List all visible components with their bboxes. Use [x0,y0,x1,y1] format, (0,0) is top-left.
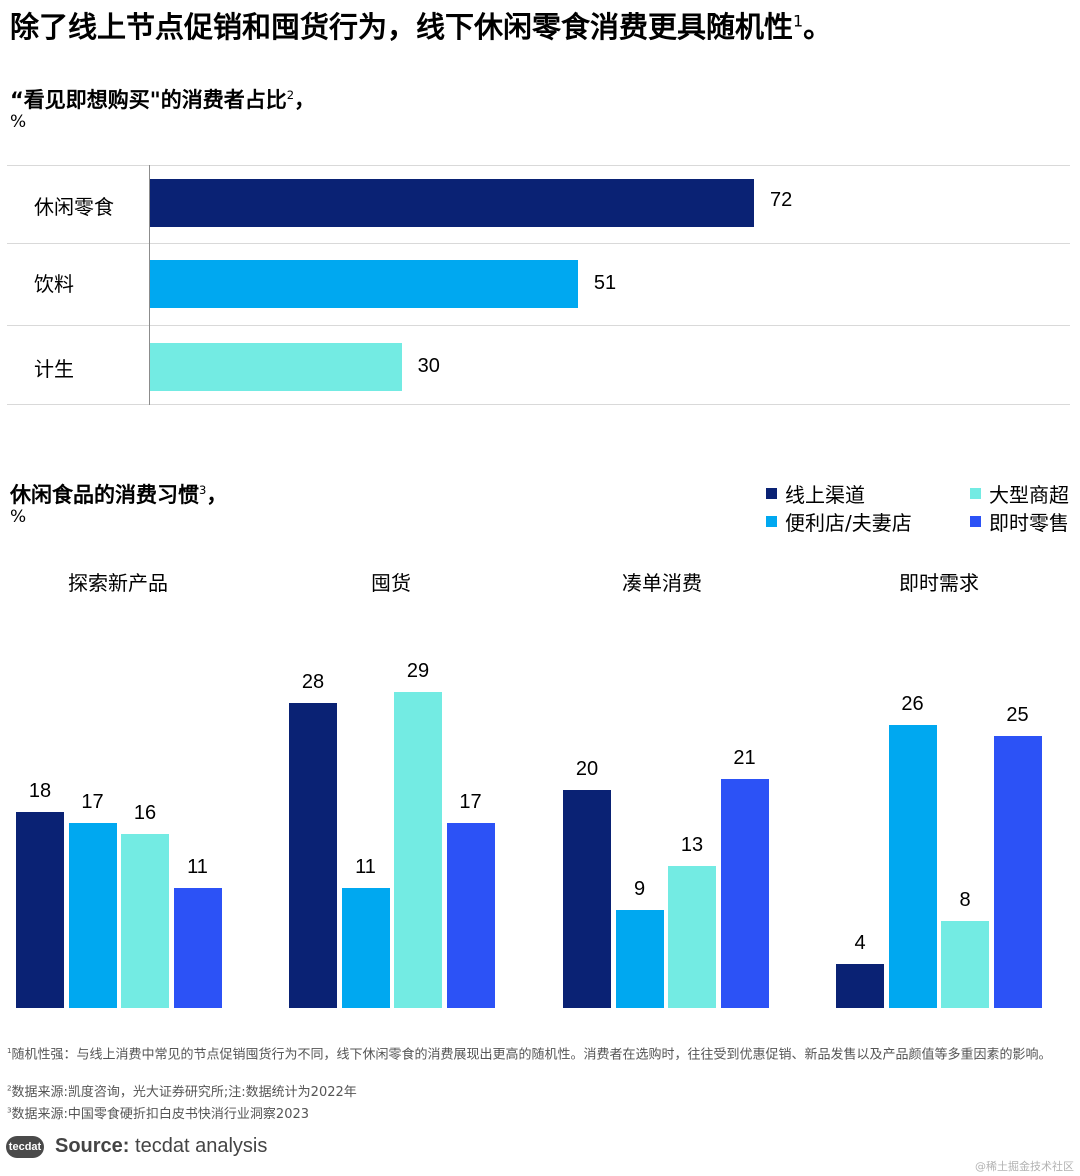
vbar-group-label: 探索新产品 [68,571,168,595]
vbar-bar [563,790,611,1008]
vbar-bar [941,920,989,1008]
hbar-chart-title: “看见即想购买"的消费者占比2， [10,84,315,114]
hbar-bar [150,260,578,308]
hbar-grid-line-1 [7,243,1070,244]
legend-item-hypermarket: 大型商超 [970,479,1069,508]
hbar-category-label: 饮料 [34,272,74,296]
vbar-value-label: 11 [355,856,376,879]
hbar-bar [150,179,754,227]
hbar-value-label: 30 [417,355,440,377]
vbar-group-label: 即时需求 [899,571,979,595]
source-line: Source: tecdat analysis [55,1135,267,1158]
vbar-bar [888,724,937,1008]
hbar-grid-line-bottom [7,404,1070,405]
hbar-chart-title-footnote-mark: 2 [286,88,295,102]
vbar-bar [289,702,337,1008]
vbar-value-label: 18 [28,779,52,802]
vbar-value-label: 25 [1006,703,1029,726]
legend-label: 线上渠道 [785,483,865,507]
footnote-2: 2数据来源:凯度咨询，光大证券研究所;注:数据统计为2022年 [7,1081,357,1100]
footnote-1: 1随机性强：与线上消费中常见的节点促销囤货行为不同，线下休闲零食的消费展现出更高… [7,1043,1067,1063]
vbar-value-label: 8 [959,888,971,911]
source-label: Source: [55,1135,130,1157]
vbar-bar [16,811,64,1008]
vbar-value-label: 20 [575,758,599,781]
legend-label: 大型商超 [989,483,1069,507]
legend-swatch [970,516,981,527]
vbar-value-label: 29 [406,660,430,682]
page-title: 除了线上节点促销和囤货行为，线下休闲零食消费更具随机性1。 [10,4,832,46]
hbar-category-label: 计生 [34,357,74,381]
vbar-group-label: 囤货 [371,571,411,595]
vbar-bar [394,692,442,1008]
vbar-bar [68,822,117,1008]
vbar-bar [993,735,1042,1008]
hbar-grid-line-2 [7,325,1070,326]
vbar-chart-title-text: 休闲食品的消费习惯 [10,483,199,507]
vbar-bar [446,822,495,1008]
legend-swatch [766,516,777,527]
vbar-value-label: 21 [733,747,756,770]
vbar-value-label: 28 [301,670,325,693]
hbar-value-label: 51 [593,272,617,294]
vbar-chart-title-footnote-mark: 3 [199,483,207,497]
watermark: @稀土掘金技术社区 [975,1160,1074,1173]
hbar-bar [150,343,402,391]
vbar-value-label: 16 [133,801,157,824]
legend-label: 即时零售 [989,511,1069,535]
vbar-value-label: 4 [854,932,866,955]
vbar-value-label: 13 [680,834,704,857]
legend-item-online: 线上渠道 [766,479,865,508]
legend-swatch [766,488,777,499]
legend-item-instant: 即时零售 [970,507,1069,536]
footnote-3: 3数据来源:中国零食硬折扣白皮书快消行业洞察2023 [7,1103,309,1122]
hbar-chart-title-text: “看见即想购买"的消费者占比 [10,88,287,112]
vbar-chart-unit: % [10,507,27,527]
vbar-bar [836,964,884,1008]
tecdat-logo: tecdat [6,1136,44,1158]
legend-label: 便利店/夫妻店 [785,511,912,535]
hbar-grid-line-top [7,165,1070,166]
vbar-bar [668,866,716,1008]
vbar-bar [615,909,664,1008]
vbar-value-label: 9 [633,877,646,900]
vbar-value-label: 17 [459,790,482,813]
vbar-value-label: 26 [901,692,924,715]
vbar-bar [173,888,222,1008]
vbar-bar [341,888,390,1008]
vbar-chart-title: 休闲食品的消费习惯3， [10,479,227,509]
footnote-2-mark: 2 [7,1083,12,1093]
footnote-1-mark: 1 [7,1046,12,1055]
vbar-bar [121,833,169,1008]
vbar-value-label: 11 [187,856,208,879]
footnote-3-mark: 3 [7,1105,12,1115]
hbar-chart-unit: % [10,112,27,132]
footnote-1-text: 随机性强：与线上消费中常见的节点促销囤货行为不同，线下休闲零食的消费展现出更高的… [11,1047,1052,1063]
page-title-footnote-mark: 1 [793,11,804,31]
hbar-chart-title-end: ， [294,88,316,112]
vbar-chart-title-end: ， [206,483,228,507]
vbar-group-label: 凑单消费 [622,571,702,595]
hbar-value-label: 72 [770,189,793,211]
source-text: tecdat analysis [135,1135,268,1157]
page-title-text: 除了线上节点促销和囤货行为，线下休闲零食消费更具随机性 [10,10,794,44]
legend-swatch [970,488,981,499]
hbar-category-label: 休闲零食 [34,195,114,219]
footnote-2-text: 数据来源:凯度咨询，光大证券研究所;注:数据统计为2022年 [11,1085,357,1100]
page-title-end: 。 [803,10,833,44]
hbar-axis-line [149,165,150,405]
vbar-value-label: 17 [81,790,104,813]
legend-item-convenience: 便利店/夫妻店 [766,507,912,536]
footnote-3-text: 数据来源:中国零食硬折扣白皮书快消行业洞察2023 [11,1107,310,1122]
vbar-bar [720,779,769,1008]
